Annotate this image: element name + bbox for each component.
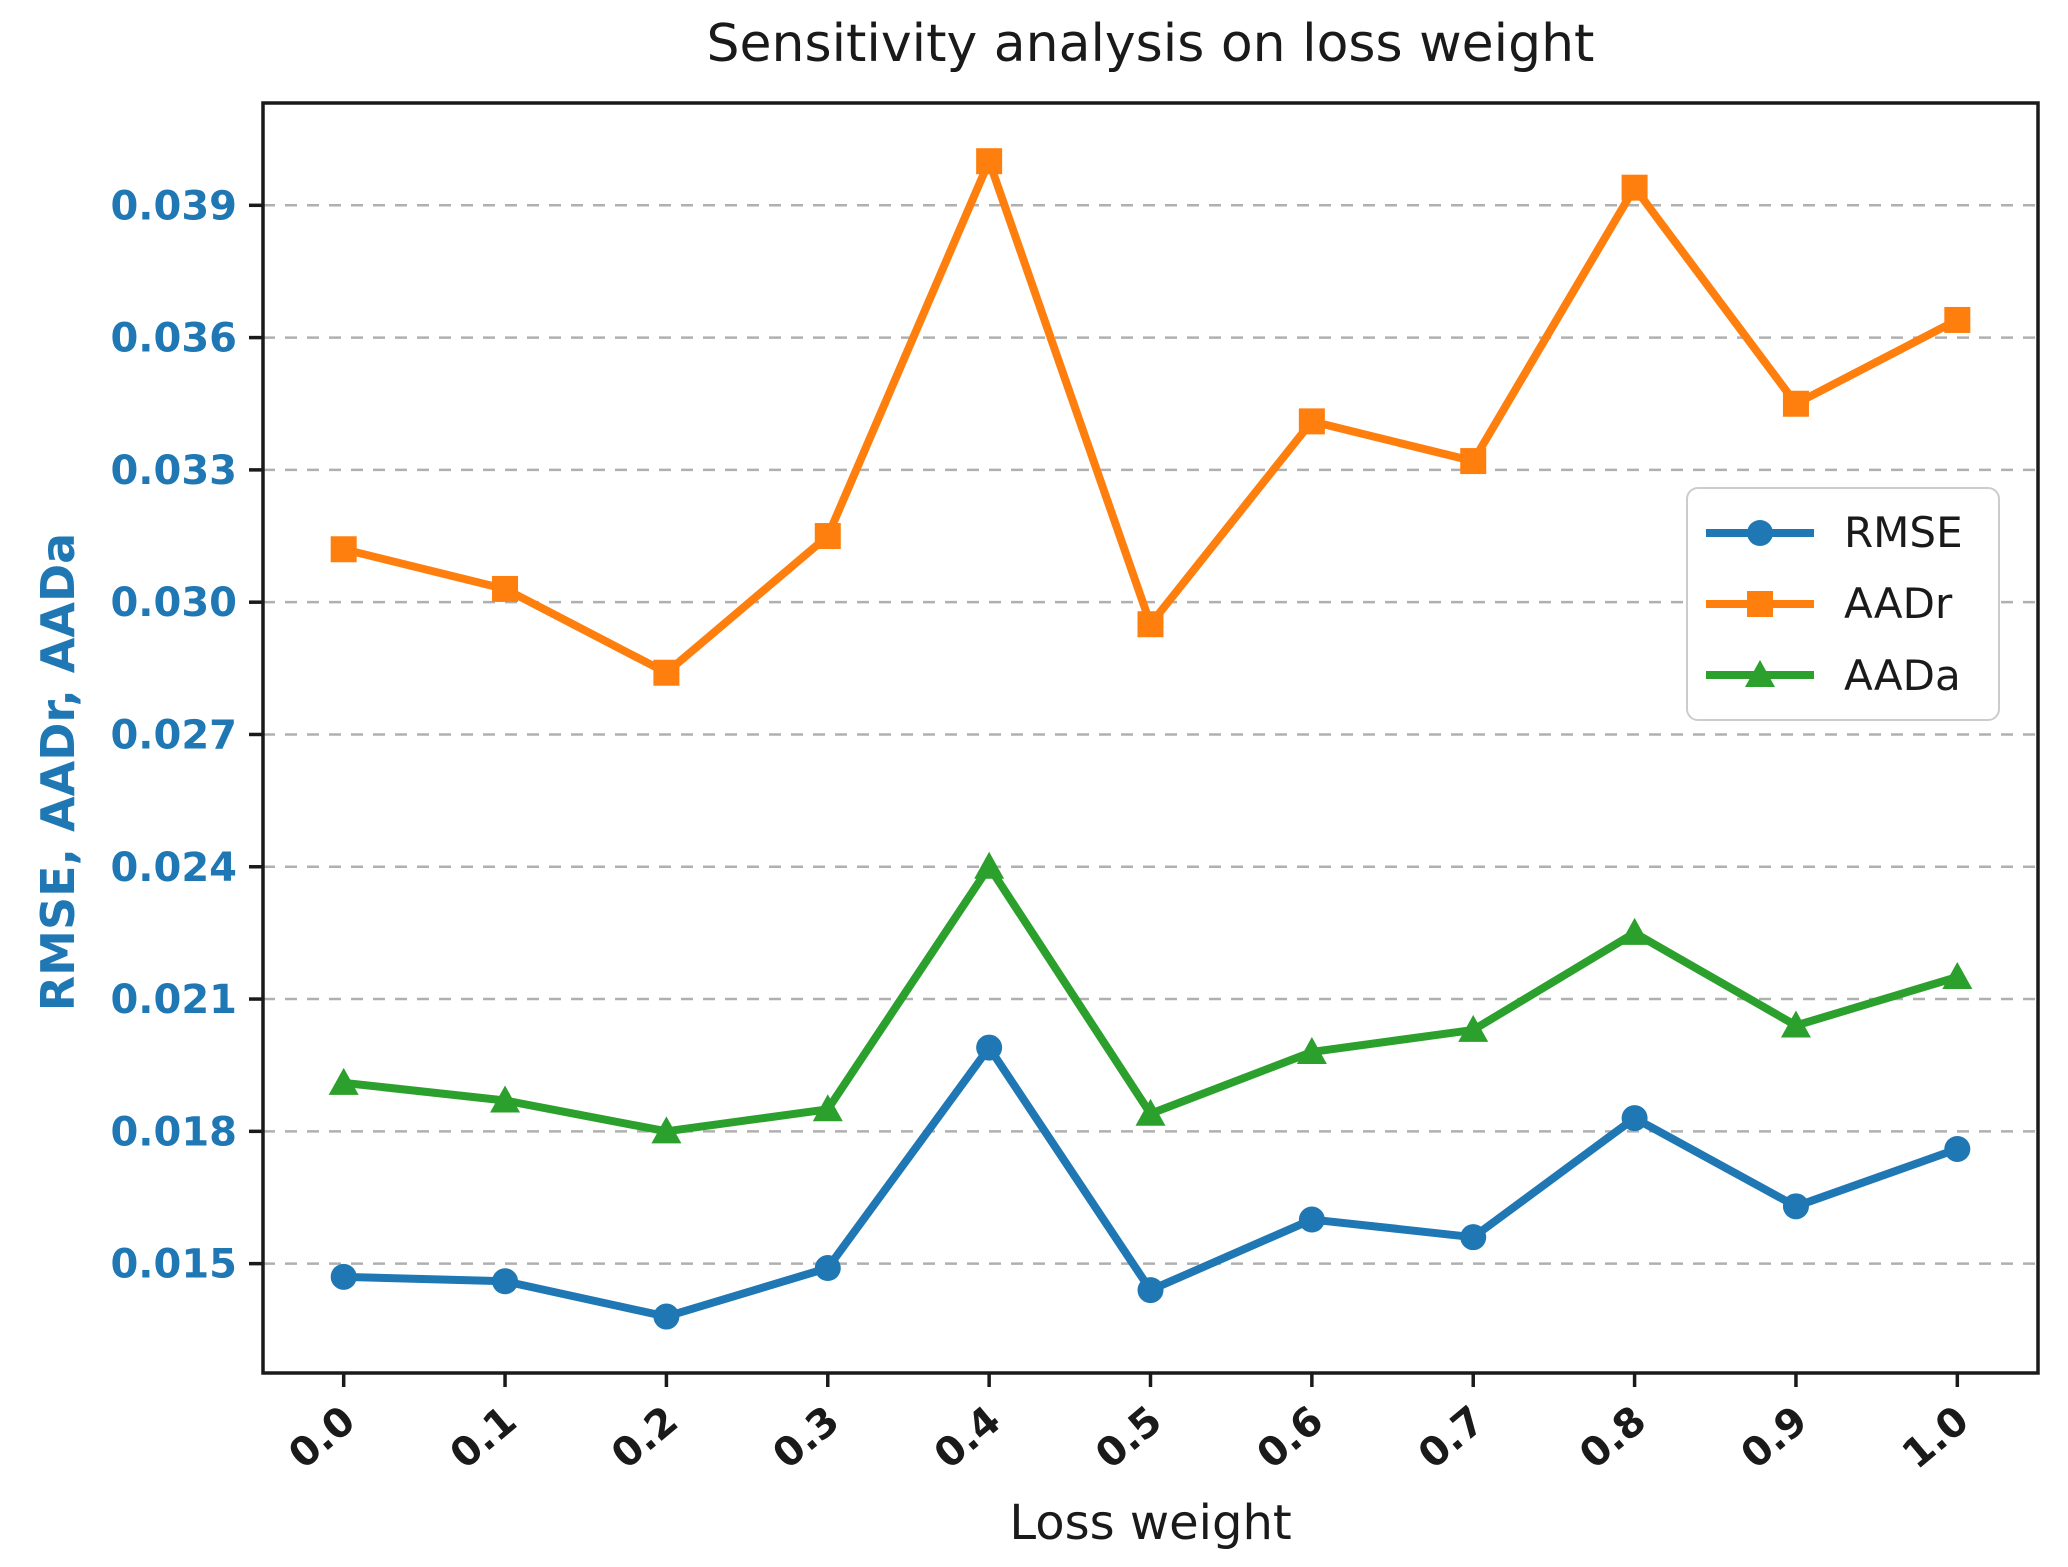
y-tick-label: 0.027 <box>110 712 237 758</box>
gridlines <box>263 204 2038 1265</box>
data-point-triangle <box>1296 1036 1327 1064</box>
data-point-square <box>330 536 357 563</box>
data-point-square <box>1621 174 1648 201</box>
series-AADa <box>328 851 1973 1144</box>
data-point-triangle <box>1619 917 1650 945</box>
series-RMSE <box>330 1034 1971 1330</box>
x-tick-label: 0.3 <box>764 1397 848 1478</box>
y-tick-label: 0.033 <box>110 448 237 494</box>
x-axis: 0.0 0.1 0.2 0.3 0.4 0.5 0.6 0.7 0.8 0.9 1.0 <box>280 1373 1978 1478</box>
data-point-square <box>814 523 841 550</box>
x-tick-label: 0.2 <box>603 1397 687 1478</box>
data-point-circle <box>1460 1224 1487 1251</box>
chart-title: Sensitivity analysis on loss weight <box>706 14 1595 74</box>
x-tick-label: 1.0 <box>1894 1397 1978 1478</box>
series-AADr <box>330 148 1971 686</box>
data-point-circle <box>330 1263 357 1290</box>
plot-border <box>261 101 2040 1375</box>
data-point-square <box>1460 448 1487 475</box>
data-point-square <box>976 148 1003 175</box>
data-point-circle <box>1137 1277 1164 1304</box>
data-point-circle <box>1944 1135 1971 1162</box>
legend-label: AADr <box>1844 579 1953 629</box>
x-tick-label: 0.9 <box>1733 1397 1817 1478</box>
legend-label: AADa <box>1844 650 1961 700</box>
y-tick-label: 0.030 <box>110 580 237 626</box>
data-point-circle <box>492 1268 519 1295</box>
data-point-circle <box>976 1034 1003 1061</box>
data-point-triangle <box>974 851 1005 879</box>
data-point-triangle <box>1458 1014 1489 1042</box>
data-point-square <box>1782 390 1809 417</box>
data-point-square <box>653 659 680 686</box>
legend-sample-circle-icon <box>1706 519 1814 546</box>
y-tick-label: 0.018 <box>110 1109 237 1155</box>
y-tick-label: 0.015 <box>110 1242 237 1288</box>
series-line-RMSE <box>343 1043 1959 1321</box>
data-point-circle <box>653 1303 680 1330</box>
x-tick-label: 0.4 <box>926 1397 1010 1478</box>
data-point-circle <box>1782 1193 1809 1220</box>
data-point-triangle <box>812 1094 843 1122</box>
data-point-triangle <box>490 1085 521 1113</box>
y-axis-label: RMSE, AADr, AADa <box>31 532 85 1012</box>
x-tick-label: 0.1 <box>442 1397 526 1478</box>
x-tick-label: 0.8 <box>1571 1397 1655 1478</box>
data-point-square <box>1137 611 1164 638</box>
data-point-circle <box>814 1255 841 1282</box>
x-tick-label: 0.6 <box>1248 1397 1332 1478</box>
x-tick-label: 0.0 <box>280 1397 364 1478</box>
data-point-triangle <box>1135 1098 1166 1126</box>
legend-label: RMSE <box>1844 508 1963 558</box>
data-point-square <box>1944 306 1971 333</box>
x-tick-label: 0.7 <box>1410 1397 1494 1478</box>
y-tick-label: 0.036 <box>110 316 237 362</box>
data-point-triangle <box>328 1067 359 1095</box>
data-point-square <box>1298 408 1325 435</box>
y-tick-label: 0.039 <box>110 183 237 229</box>
legend-item-AADr: AADr <box>1688 569 1998 639</box>
legend-item-AADa: AADa <box>1688 640 1998 710</box>
data-point-triangle <box>651 1116 682 1144</box>
legend: RMSE AADr AADa <box>1686 487 2000 721</box>
legend-sample-triangle-icon <box>1706 660 1814 688</box>
data-point-triangle <box>1780 1010 1811 1038</box>
x-tick-label: 0.5 <box>1087 1397 1171 1478</box>
x-axis-label: Loss weight <box>1009 1495 1292 1551</box>
y-tick-label: 0.024 <box>110 845 237 891</box>
y-axis: 0.015 0.018 0.021 0.024 0.027 0.030 0.033 0.036… <box>110 183 263 1288</box>
legend-item-RMSE: RMSE <box>1688 498 1998 568</box>
data-point-circle <box>1621 1105 1648 1132</box>
y-tick-label: 0.021 <box>110 977 237 1023</box>
data-point-triangle <box>1942 962 1973 990</box>
data-point-circle <box>1298 1206 1325 1233</box>
legend-sample-square-icon <box>1706 590 1814 617</box>
data-point-square <box>492 575 519 602</box>
